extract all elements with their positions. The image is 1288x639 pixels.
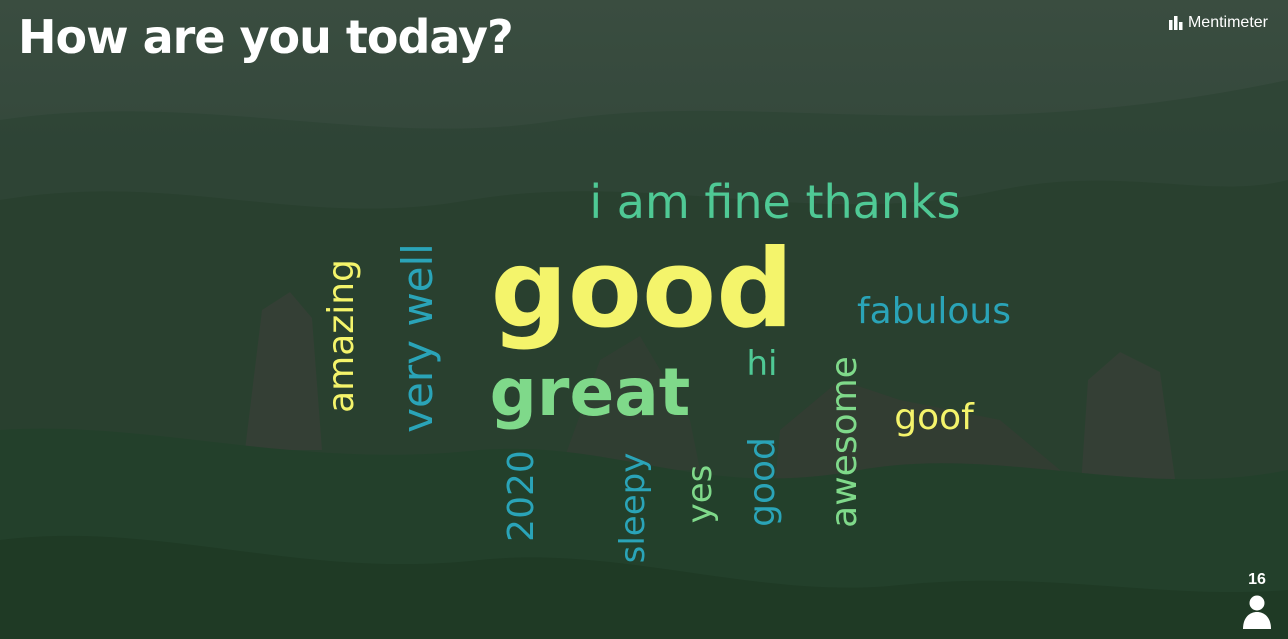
word-cloud-word: sleepy xyxy=(613,452,653,564)
word-cloud-word: goof xyxy=(894,397,974,438)
word-cloud-word: yes xyxy=(680,464,720,524)
word-cloud-word: good xyxy=(742,437,783,527)
participant-count: 16 xyxy=(1248,571,1266,588)
word-cloud-word: i am fine thanks xyxy=(589,175,961,229)
word-cloud-word: 2020 xyxy=(501,450,542,542)
word-cloud-word: awesome xyxy=(824,356,865,528)
mentimeter-logo-icon xyxy=(1168,16,1183,30)
word-cloud-word: very well xyxy=(393,243,442,433)
word-cloud-word: amazing xyxy=(321,259,362,413)
word-cloud-word: fabulous xyxy=(856,291,1012,332)
brand-name: Mentimeter xyxy=(1187,14,1268,31)
word-cloud-word: great xyxy=(489,354,691,431)
word-cloud-word: hi xyxy=(746,344,778,384)
participant-counter: 16 xyxy=(1240,571,1274,629)
word-cloud-word: good xyxy=(490,227,794,352)
slide-title: How are you today? xyxy=(18,10,514,64)
mentimeter-logo: Mentimeter xyxy=(1168,14,1268,32)
person-icon xyxy=(1243,595,1271,629)
